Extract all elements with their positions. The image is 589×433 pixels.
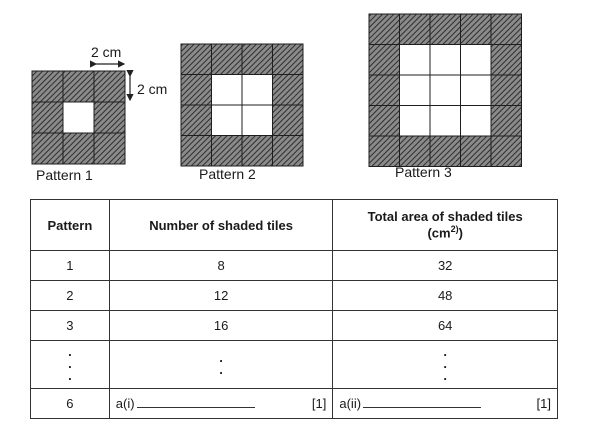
cell-area: 64	[332, 310, 558, 341]
pattern-2-caption: Pattern 2	[199, 166, 256, 182]
header-area-unit-sup: 2)	[450, 224, 459, 235]
white-tile	[460, 74, 492, 106]
white-tile	[460, 105, 492, 137]
white-tile	[211, 74, 243, 106]
answer-field-shaded[interactable]: a(i) [1]	[108, 388, 334, 419]
white-tile	[399, 105, 431, 137]
cell-pattern: 3	[30, 310, 110, 341]
table-row: 2 12 48	[30, 280, 558, 311]
header-pattern: Pattern	[30, 199, 110, 251]
table-row: 1 8 32	[30, 250, 558, 281]
answer-label: a(i)	[115, 396, 135, 411]
white-tile	[399, 74, 431, 106]
table-row: 3 16 64	[30, 310, 558, 341]
white-tile	[211, 104, 243, 136]
cell-shaded: 16	[108, 310, 334, 341]
pattern-3-caption: Pattern 3	[395, 164, 452, 180]
shaded-tile	[490, 135, 522, 167]
shaded-tile	[490, 13, 522, 45]
shaded-tile	[211, 135, 243, 167]
shaded-tile	[93, 132, 126, 165]
white-tile	[241, 74, 273, 106]
header-area-unit-close: )	[458, 225, 463, 241]
shaded-tile	[368, 105, 400, 137]
header-total-area: Total area of shaded tiles (cm2))	[332, 199, 558, 251]
cell-dots: ...	[30, 340, 110, 389]
white-tile	[429, 44, 461, 76]
white-tile	[399, 44, 431, 76]
shaded-tile	[490, 44, 522, 76]
shaded-tile	[272, 104, 304, 136]
table-row-answer: 6 a(i) [1] a(ii) [1]	[30, 388, 558, 419]
table-row-ellipsis: ... .. ...	[30, 340, 558, 389]
shaded-tile	[180, 104, 212, 136]
pattern-1-grid	[31, 70, 126, 165]
height-dimension-label: 2 cm	[137, 81, 168, 97]
shaded-tile	[93, 101, 126, 134]
cell-pattern: 2	[30, 280, 110, 311]
shaded-tile	[31, 70, 64, 103]
shaded-tile	[429, 135, 461, 167]
answer-field-area[interactable]: a(ii) [1]	[332, 388, 558, 419]
shaded-tile	[368, 44, 400, 76]
white-tile	[429, 105, 461, 137]
cell-area: 48	[332, 280, 558, 311]
shaded-tile	[272, 43, 304, 75]
cell-shaded: 12	[108, 280, 334, 311]
shaded-tile	[93, 70, 126, 103]
answer-line[interactable]	[363, 396, 482, 408]
cell-pattern: 1	[30, 250, 110, 281]
width-dimension-label: 2 cm	[91, 44, 122, 60]
shaded-tile	[490, 74, 522, 106]
shaded-tile	[180, 74, 212, 106]
cell-shaded: 8	[108, 250, 334, 281]
answer-label: a(ii)	[339, 396, 362, 411]
shaded-tile	[429, 13, 461, 45]
shaded-tile	[399, 13, 431, 45]
cell-dots: ..	[108, 340, 334, 389]
patterns-figure	[31, 13, 522, 167]
pattern-3-grid	[368, 13, 522, 167]
shaded-tile	[490, 105, 522, 137]
header-area-unit: (cm	[427, 225, 451, 241]
pattern-1-caption: Pattern 1	[36, 167, 93, 183]
shaded-tile	[241, 43, 273, 75]
shaded-tile	[241, 135, 273, 167]
answer-line[interactable]	[136, 396, 255, 408]
shaded-tile	[31, 132, 64, 165]
white-tile	[429, 74, 461, 106]
white-tile	[460, 44, 492, 76]
shaded-tile	[368, 135, 400, 167]
shaded-tile	[62, 132, 95, 165]
shaded-tile	[399, 135, 431, 167]
shaded-tile	[31, 101, 64, 134]
answer-mark: [1]	[536, 396, 551, 411]
pattern-table: Pattern Number of shaded tiles Total are…	[30, 199, 558, 419]
shaded-tile	[62, 70, 95, 103]
shaded-tile	[460, 13, 492, 45]
shaded-tile	[368, 74, 400, 106]
header-shaded-tiles: Number of shaded tiles	[108, 199, 334, 251]
cell-area: 32	[332, 250, 558, 281]
cell-dots: ...	[332, 340, 558, 389]
white-tile	[241, 104, 273, 136]
pattern-2-grid	[180, 43, 304, 167]
shaded-tile	[368, 13, 400, 45]
shaded-tile	[460, 135, 492, 167]
shaded-tile	[272, 74, 304, 106]
answer-mark: [1]	[311, 396, 327, 411]
shaded-tile	[180, 135, 212, 167]
shaded-tile	[272, 135, 304, 167]
shaded-tile	[211, 43, 243, 75]
shaded-tile	[180, 43, 212, 75]
header-area-text: Total area of shaded tiles	[367, 209, 523, 225]
white-tile	[62, 101, 95, 134]
table-header-row: Pattern Number of shaded tiles Total are…	[30, 199, 558, 251]
cell-pattern: 6	[30, 388, 110, 419]
